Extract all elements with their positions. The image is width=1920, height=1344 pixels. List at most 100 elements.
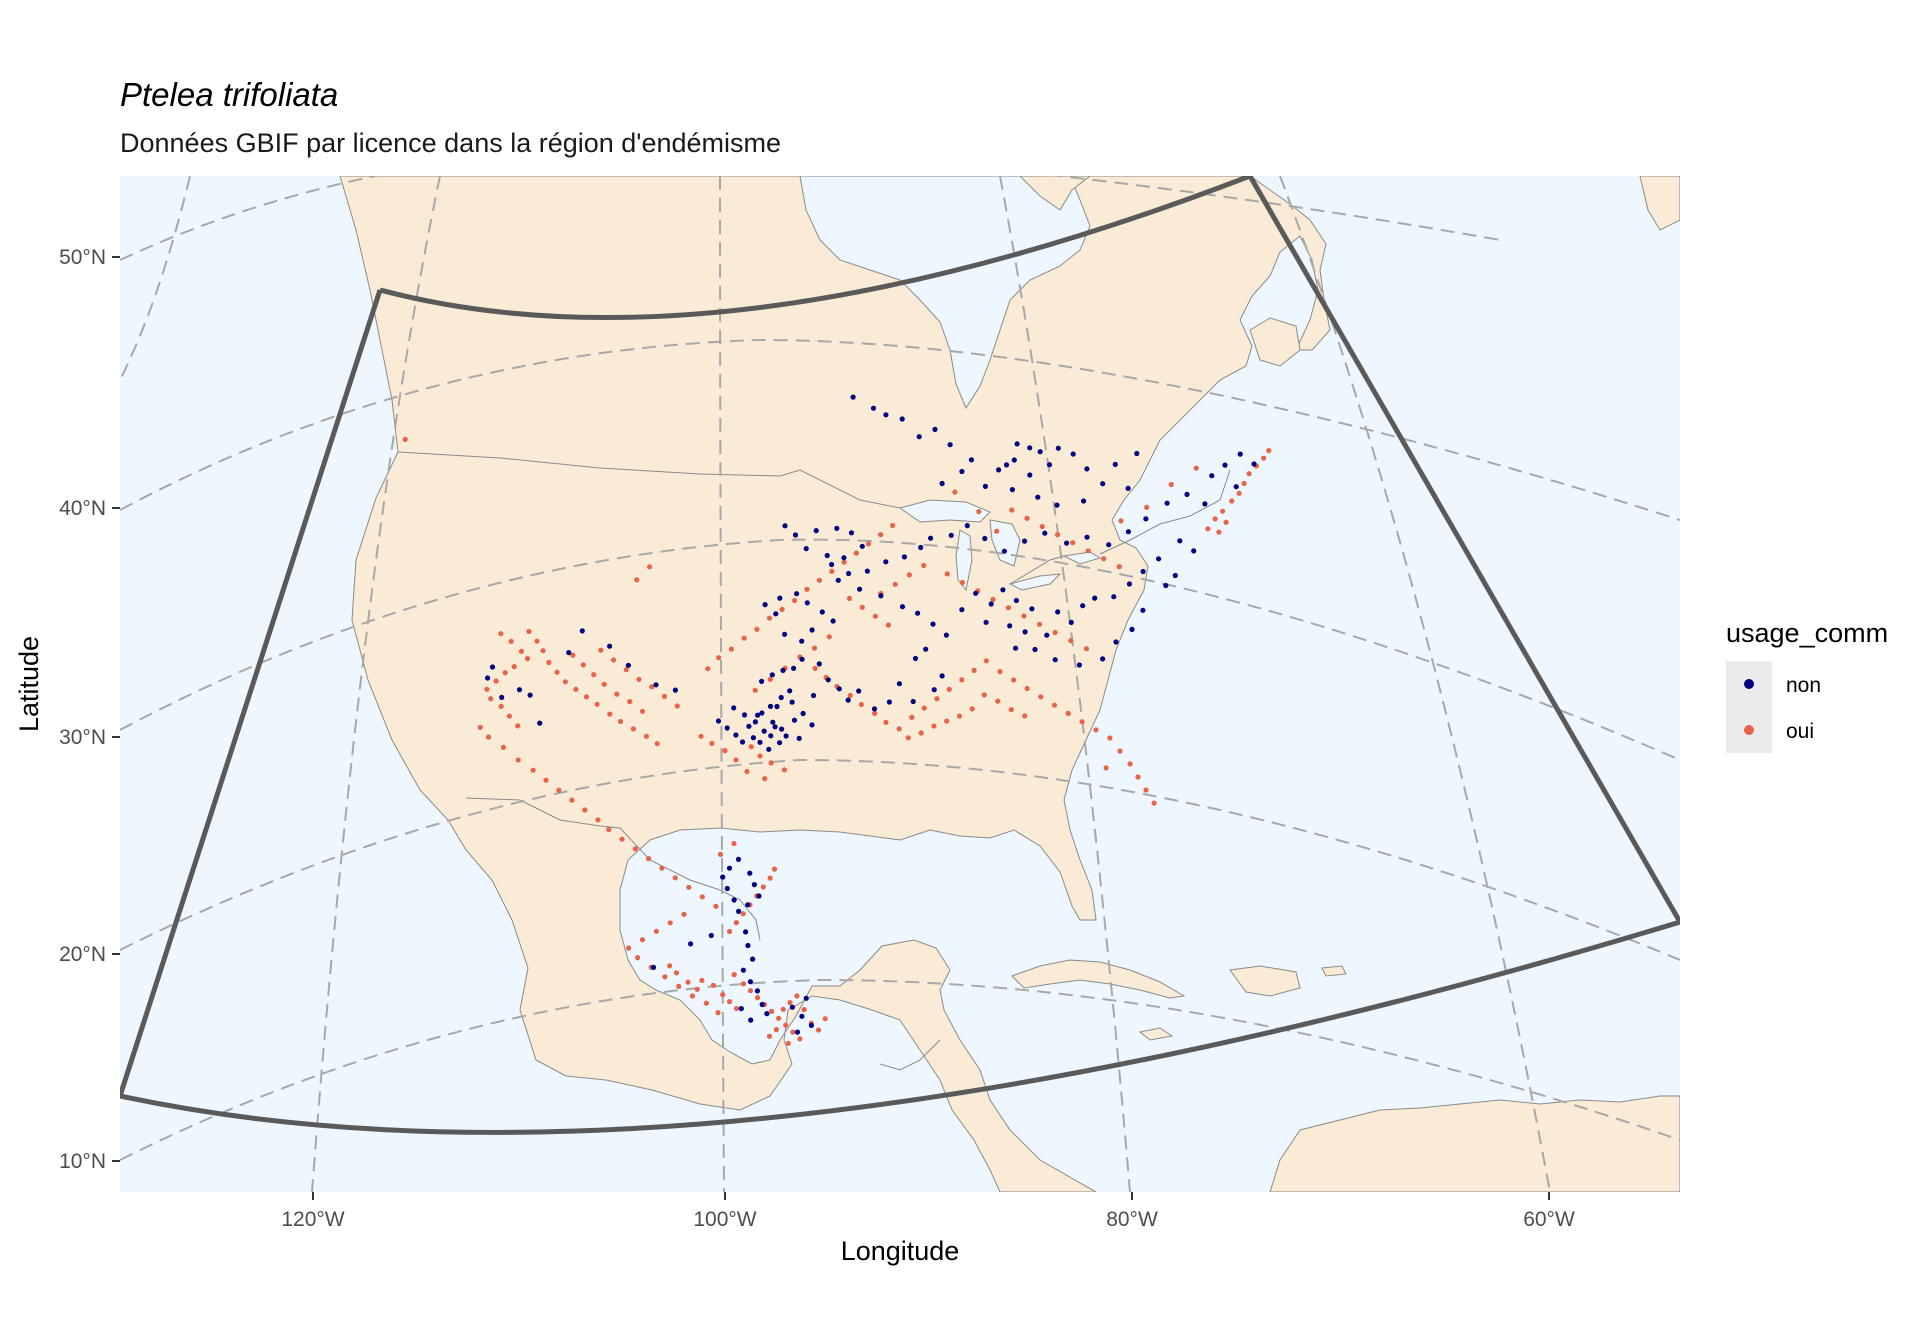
occurrence-point-oui xyxy=(883,719,889,726)
occurrence-point-non xyxy=(750,735,757,741)
occurrence-point-oui xyxy=(731,840,737,847)
occurrence-point-oui xyxy=(506,713,512,719)
occurrence-point-oui xyxy=(1107,735,1113,741)
occurrence-point-non xyxy=(1125,485,1131,491)
occurrence-point-non xyxy=(741,712,748,718)
occurrence-point-oui xyxy=(580,662,586,668)
occurrence-point-oui xyxy=(493,678,499,684)
occurrence-point-oui xyxy=(1205,526,1211,532)
occurrence-point-oui xyxy=(1223,519,1229,525)
map-subtitle: Données GBIF par licence dans la région … xyxy=(120,128,782,158)
country-borders xyxy=(397,451,1231,1071)
legend-label-oui: oui xyxy=(1786,720,1814,743)
occurrence-point-oui xyxy=(1241,480,1247,487)
occurrence-point-oui xyxy=(744,768,750,775)
occurrence-point-oui xyxy=(508,638,514,645)
occurrence-point-oui xyxy=(667,963,673,969)
occurrence-point-oui xyxy=(515,757,521,763)
occurrence-point-oui xyxy=(983,658,990,664)
occurrence-point-oui xyxy=(709,740,715,747)
occurrence-point-oui xyxy=(776,1015,782,1021)
occurrence-point-non xyxy=(1022,629,1028,635)
occurrence-point-oui xyxy=(1005,605,1012,611)
occurrence-point-oui xyxy=(931,723,937,729)
occurrence-point-oui xyxy=(543,777,549,783)
occurrence-point-oui xyxy=(748,744,754,750)
occurrence-point-oui xyxy=(757,753,763,759)
occurrence-point-oui xyxy=(646,856,652,862)
occurrence-point-oui xyxy=(511,664,517,670)
legend-title: usage_comm xyxy=(1726,618,1888,648)
occurrence-point-oui xyxy=(556,787,562,793)
occurrence-point-non xyxy=(1251,461,1257,467)
occurrence-point-non xyxy=(1112,461,1118,467)
occurrence-point-non xyxy=(800,710,806,717)
occurrence-point-non xyxy=(767,703,774,710)
occurrence-point-non xyxy=(841,555,847,561)
occurrence-point-oui xyxy=(731,972,737,978)
occurrence-point-oui xyxy=(841,559,847,565)
occurrence-point-oui xyxy=(734,1005,740,1012)
occurrence-point-non xyxy=(871,706,878,712)
occurrence-point-non xyxy=(782,631,788,637)
occurrence-point-non xyxy=(1042,530,1048,536)
occurrence-point-oui xyxy=(595,817,601,823)
occurrence-point-oui xyxy=(632,846,638,852)
occurrence-point-oui xyxy=(488,696,494,702)
occurrence-point-oui xyxy=(689,993,696,999)
occurrence-point-oui xyxy=(498,631,504,637)
us-canada-border xyxy=(397,451,1231,585)
occurrence-point-non xyxy=(870,405,877,411)
occurrence-point-non xyxy=(1022,538,1028,544)
occurrence-point-non xyxy=(928,535,934,541)
occurrence-point-non xyxy=(864,568,871,574)
occurrence-point-oui xyxy=(921,705,927,711)
occurrence-point-non xyxy=(1134,450,1140,457)
occurrence-point-non xyxy=(773,611,779,617)
occurrence-point-non xyxy=(1055,445,1061,451)
occurrence-point-non xyxy=(653,682,659,688)
occurrence-point-oui xyxy=(1022,713,1028,719)
occurrence-point-non xyxy=(516,687,523,693)
occurrence-point-oui xyxy=(1103,765,1109,771)
occurrence-point-non xyxy=(896,681,903,687)
land-cuba xyxy=(1011,959,1186,999)
occurrence-point-oui xyxy=(698,733,704,739)
occurrence-point-non xyxy=(1044,632,1050,638)
occurrence-point-non xyxy=(816,661,822,667)
x-tick-label: 120°W xyxy=(281,1208,344,1231)
occurrence-point-non xyxy=(607,643,613,649)
occurrence-point-oui xyxy=(816,577,823,583)
occurrence-point-non xyxy=(1054,502,1060,508)
occurrence-point-non xyxy=(804,600,810,606)
occurrence-point-oui xyxy=(995,698,1001,704)
occurrence-point-oui xyxy=(636,676,642,683)
lake-superior xyxy=(898,499,991,523)
occurrence-point-non xyxy=(759,678,765,685)
occurrence-point-non xyxy=(791,717,798,723)
occurrence-point-non xyxy=(743,929,749,935)
occurrence-point-non xyxy=(1113,639,1119,645)
occurrence-point-oui xyxy=(1261,455,1267,461)
occurrence-point-non xyxy=(857,586,863,592)
occurrence-point-oui xyxy=(630,726,637,732)
occurrence-point-non xyxy=(1076,662,1082,668)
occurrence-point-non xyxy=(931,687,937,693)
occurrence-point-non xyxy=(973,590,979,596)
occurrence-point-non xyxy=(1000,587,1006,593)
occurrence-point-oui xyxy=(766,1033,773,1039)
occurrence-point-non xyxy=(803,995,809,1001)
occurrence-point-non xyxy=(751,882,758,888)
occurrence-point-non xyxy=(799,1013,805,1019)
x-tick-label: 80°W xyxy=(1106,1208,1158,1231)
occurrence-point-oui xyxy=(905,735,911,741)
occurrence-point-oui xyxy=(780,1006,786,1012)
occurrence-point-non xyxy=(1111,594,1117,600)
lake-michigan xyxy=(955,529,973,592)
occurrence-point-non xyxy=(799,638,805,644)
lake-erie xyxy=(1008,573,1062,591)
occurrence-point-non xyxy=(1092,595,1098,601)
occurrence-point-oui xyxy=(741,635,747,641)
occurrence-point-oui xyxy=(971,667,977,674)
occurrence-point-non xyxy=(912,655,919,662)
